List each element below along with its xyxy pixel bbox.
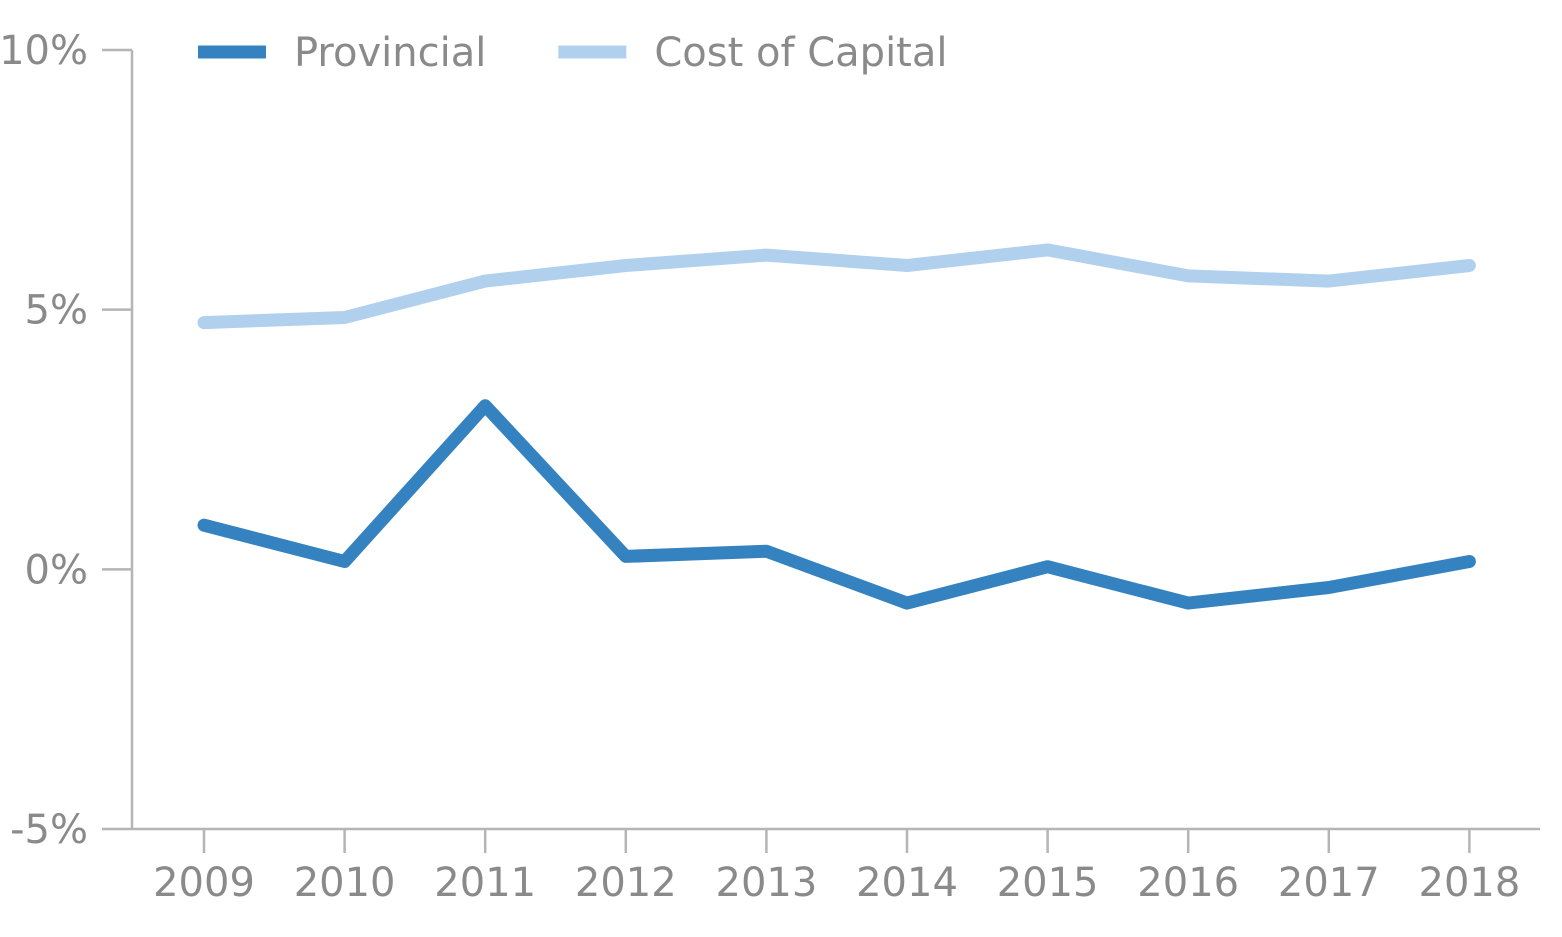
legend-label-cost-of-capital: Cost of Capital [654, 30, 947, 76]
x-tick-label: 2011 [434, 860, 536, 906]
x-tick-label: 2018 [1419, 860, 1521, 906]
series-layer [197, 243, 1476, 610]
x-tick-label: 2012 [575, 860, 677, 906]
x-tick-label: 2014 [856, 860, 958, 906]
y-tick-label: 0% [25, 547, 88, 593]
y-tick-label: -5% [10, 807, 88, 853]
series-line-cost-of-capital [197, 243, 1476, 330]
x-tick-label: 2013 [716, 860, 818, 906]
series-line-provincial [197, 399, 1476, 610]
x-tick-label: 2015 [997, 860, 1099, 906]
x-tick-label: 2016 [1137, 860, 1239, 906]
axes: -5% 0% 5% 10% 2009 2010 2011 2012 2013 2014 2015 20… [0, 28, 1540, 906]
legend-label-provincial: Provincial [294, 30, 486, 76]
y-tick-label: 10% [0, 28, 88, 74]
x-tick-label: 2009 [153, 860, 255, 906]
legend: Provincial Cost of Capital [198, 30, 948, 76]
x-tick-label: 2017 [1278, 860, 1380, 906]
y-tick-label: 5% [25, 288, 88, 334]
x-tick-label: 2010 [294, 860, 396, 906]
